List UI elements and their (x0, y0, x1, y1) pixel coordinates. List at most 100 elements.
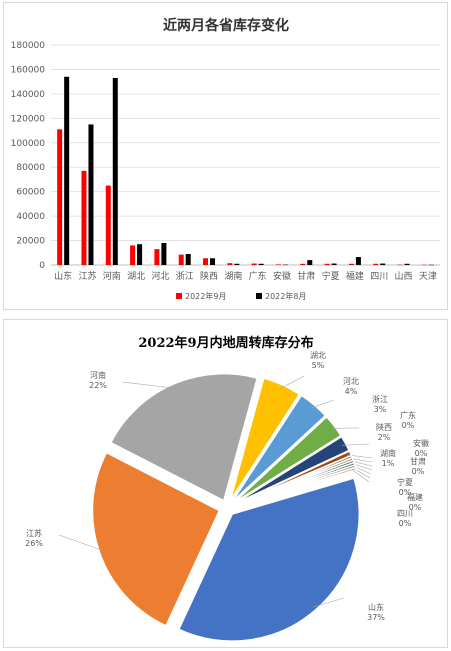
leader-line (311, 399, 335, 409)
x-tick-label: 广东 (249, 270, 267, 282)
legend-label: 2022年9月 (185, 291, 226, 301)
pie-label-name: 湖南 (380, 448, 396, 458)
leader-line (121, 381, 175, 389)
y-tick-label: 140000 (11, 90, 46, 100)
y-tick-label: 120000 (11, 114, 46, 124)
legend-label: 2022年8月 (265, 291, 306, 301)
bar-sep (105, 185, 111, 265)
bar-sep (81, 170, 87, 265)
pie-label-name: 河南 (90, 370, 106, 380)
bar-sep (421, 264, 427, 266)
bar-aug (88, 124, 94, 265)
pie-slice (232, 415, 342, 504)
pie-label-percent: 0% (399, 488, 412, 497)
x-tick-label: 浙江 (176, 270, 194, 282)
x-tick-label: 天津 (419, 271, 437, 282)
pie-label-percent: 0% (409, 503, 422, 512)
bar-sep (130, 245, 136, 265)
bar-aug (282, 264, 288, 266)
leader-line (58, 534, 104, 551)
pie-slice (177, 477, 360, 642)
pie-label-name: 甘肃 (410, 456, 426, 466)
x-tick-label: 山西 (395, 271, 413, 282)
pie-label-name: 宁夏 (397, 477, 413, 487)
pie-label-percent: 3% (374, 405, 387, 414)
bar-sep (348, 263, 354, 265)
bar-aug (210, 258, 216, 265)
bar-aug (428, 264, 434, 266)
pie-label-percent: 4% (345, 387, 358, 396)
bar-aug (404, 263, 410, 265)
pie-label-name: 广东 (400, 410, 416, 420)
bar-sep (154, 249, 160, 265)
pie-chart-panel: 2022年9月内地周转库存分布 山东 37% 江苏 26% 河南 22% 湖北 5% 河北 4% 浙… (3, 319, 448, 648)
x-tick-label: 江苏 (78, 270, 96, 282)
x-tick-label: 四川 (370, 272, 388, 282)
bar-aug (161, 243, 167, 265)
y-tick-label: 40000 (16, 212, 45, 222)
pie-label-percent: 22% (89, 381, 107, 390)
pie-label-name: 湖北 (310, 351, 326, 360)
pie-label-percent: 5% (312, 361, 325, 370)
bar-sep (324, 263, 330, 265)
pie-label-name: 陕西 (376, 422, 392, 432)
x-tick-label: 湖北 (127, 271, 145, 282)
pie-slice (109, 372, 259, 502)
x-tick-label: 安徽 (273, 270, 291, 282)
y-tick-label: 60000 (16, 188, 45, 198)
pie-label-name: 河北 (343, 376, 359, 386)
bar-sep (397, 264, 403, 266)
y-tick-label: 0 (39, 261, 45, 271)
bar-sep (373, 263, 379, 265)
legend-swatch (256, 293, 262, 299)
pie-label-percent: 0% (402, 421, 415, 430)
leader-line (352, 469, 370, 483)
pie-label-name: 江苏 (26, 528, 42, 538)
bar-sep (227, 263, 233, 265)
y-tick-label: 160000 (11, 65, 46, 75)
pie-slice (231, 394, 327, 503)
pie-label-percent: 26% (25, 539, 43, 548)
bar-aug (355, 257, 361, 265)
x-tick-label: 甘肃 (297, 270, 315, 282)
bar-sep (57, 129, 63, 265)
bar-sep (178, 254, 184, 265)
pie-label-percent: 0% (415, 449, 428, 458)
bar-aug (331, 263, 337, 265)
x-tick-label: 湖南 (224, 270, 242, 282)
x-tick-label: 宁夏 (322, 270, 340, 282)
pie-label-percent: 0% (412, 467, 425, 476)
pie-slice (234, 466, 358, 507)
pie-chart-title: 2022年9月内地周转库存分布 (138, 335, 313, 351)
pie-slice (91, 451, 221, 627)
pie-label-name: 安徽 (413, 438, 429, 448)
x-tick-label: 陕西 (200, 270, 218, 282)
bar-sep (203, 258, 209, 265)
y-tick-label: 100000 (11, 139, 46, 149)
x-tick-label: 福建 (346, 270, 364, 282)
pie-label-percent: 1% (382, 459, 395, 468)
legend-swatch (176, 293, 182, 299)
bar-aug (258, 263, 264, 265)
pie-label-name: 山东 (368, 602, 384, 612)
y-tick-label: 20000 (16, 237, 45, 247)
bar-chart-title: 近两月各省库存变化 (163, 17, 289, 34)
bar-aug (112, 78, 118, 265)
bar-chart: 近两月各省库存变化 0 20000 40000 60000 80000 100000 120… (11, 17, 440, 301)
x-tick-label: 河南 (103, 270, 121, 282)
pie-label-percent: 2% (378, 433, 391, 442)
bar-aug (185, 254, 191, 265)
x-tick-label: 山东 (54, 270, 72, 282)
x-tick-label: 河北 (151, 270, 169, 282)
pie-label-percent: 37% (367, 613, 385, 622)
bar-aug (234, 263, 240, 265)
leader-line (342, 443, 370, 446)
y-tick-label: 80000 (16, 163, 45, 173)
bar-sep (251, 263, 257, 265)
bar-aug (137, 244, 143, 265)
pie-label-name: 四川 (397, 509, 413, 518)
leader-line (280, 375, 305, 389)
bar-aug (380, 263, 386, 265)
bar-chart-panel: 近两月各省库存变化 0 20000 40000 60000 80000 100000 120… (3, 2, 448, 310)
